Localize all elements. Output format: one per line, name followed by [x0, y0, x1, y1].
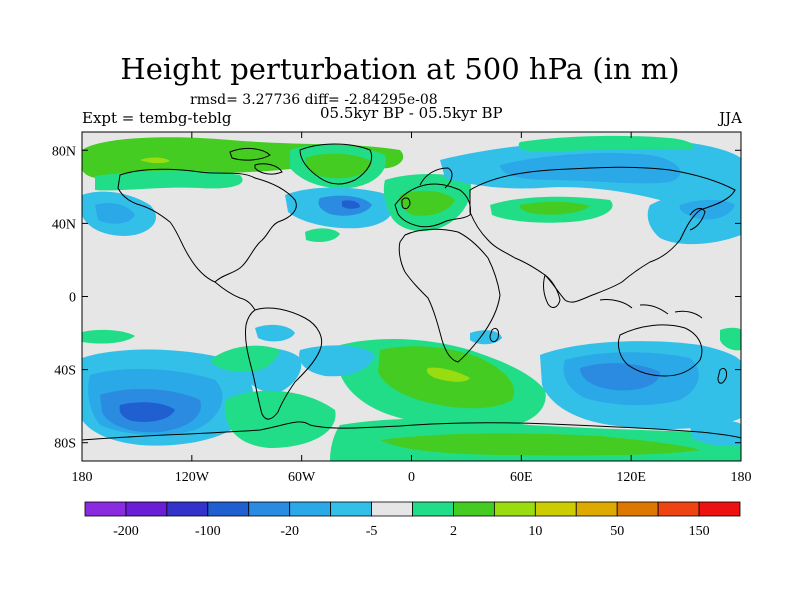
coast-north-america	[117, 168, 297, 283]
coast-indonesia	[599, 299, 703, 319]
colorbar-swatch	[453, 501, 495, 517]
north-atlantic-core	[342, 200, 360, 209]
colorbar-swatch	[125, 501, 168, 517]
west-pacific-green	[82, 329, 135, 344]
coast-scandinavia	[419, 167, 453, 189]
lon-tick-label: 60E	[510, 470, 533, 485]
europe-core	[399, 190, 455, 216]
experiment-label: Expt = tembg-teblg	[82, 109, 232, 127]
arctic-greenish	[95, 170, 243, 191]
north-pacific-west-core	[95, 203, 135, 224]
lon-tick-label: 120E	[616, 470, 646, 485]
colorbar-label: 50	[610, 524, 624, 539]
colorbar-swatch	[575, 501, 618, 517]
colorbar-label: -100	[195, 524, 221, 539]
colorbar-label: -200	[113, 524, 139, 539]
nw-atlantic-green	[305, 228, 340, 242]
coast-asia	[469, 166, 736, 303]
south-pacific-core	[119, 402, 175, 422]
south-indian-blue	[580, 363, 660, 391]
colorbar-swatch	[84, 501, 127, 517]
antarctic-core	[380, 433, 700, 456]
siberia-green-top	[518, 135, 694, 152]
coastlines	[82, 143, 741, 441]
coast-central-america	[214, 281, 256, 311]
colorbar-swatch	[166, 501, 209, 517]
coast-arctic-islands	[229, 147, 283, 175]
colorbar-swatch	[371, 501, 413, 517]
lon-tick-label: 0	[408, 470, 415, 485]
colorbar: -200 -100 -20 -5 2 10 50 150	[84, 501, 741, 539]
south-america-cyan	[255, 324, 295, 342]
colorbar-swatch	[330, 501, 372, 517]
colorbar-swatch	[289, 501, 332, 517]
colorbar-label: -20	[280, 524, 299, 539]
central-asia-core	[519, 201, 590, 215]
lon-tick-label: 60W	[288, 470, 316, 485]
coast-greenland	[299, 143, 373, 185]
colorbar-swatch	[698, 501, 741, 517]
colorbar-swatch	[248, 501, 291, 517]
greenland-core	[305, 153, 372, 179]
coast-europe	[394, 183, 471, 228]
coast-new-zealand	[717, 367, 727, 384]
lat-tick-label: 40N	[52, 217, 76, 232]
coast-south-america	[245, 307, 323, 420]
lat-tick-label: 80N	[52, 144, 76, 159]
coast-antarctica	[82, 421, 741, 441]
lat-tick-label: 80S	[54, 437, 76, 452]
latitude-axis: 80N 40N 0 40S 80S	[52, 144, 741, 452]
south-pacific-green	[210, 345, 280, 372]
rmsd-stats: rmsd= 3.27736 diff= -2.84295e-08	[190, 92, 438, 108]
colorbar-swatch	[412, 501, 454, 517]
colorbar-label: 150	[689, 524, 710, 539]
lat-tick-label: 0	[69, 291, 76, 306]
lon-tick-label: 180	[72, 470, 93, 485]
period-label: 05.5kyr BP - 05.5kyr BP	[320, 104, 503, 122]
coast-australia	[617, 324, 703, 377]
plot-title: Height perturbation at 500 hPa (in m)	[120, 52, 680, 86]
coast-india	[543, 274, 561, 308]
lon-tick-label: 180	[731, 470, 752, 485]
arctic-core-yellow	[140, 157, 170, 164]
lat-tick-label: 40S	[54, 364, 76, 379]
south-america-south-green-2	[224, 390, 336, 448]
colorbar-label: 10	[528, 524, 542, 539]
north-pacific-east-core	[679, 199, 735, 220]
colorbar-swatch	[616, 501, 659, 517]
longitude-axis: 180 120W 60W 0 60E 120E 180	[72, 132, 752, 485]
colorbar-label: 2	[450, 524, 457, 539]
lon-tick-label: 120W	[175, 470, 210, 485]
coast-madagascar	[489, 327, 499, 343]
colorbar-swatch	[657, 501, 700, 517]
south-atlantic-yellow	[426, 367, 470, 382]
contour-fields	[82, 135, 741, 461]
colorbar-swatch	[534, 501, 577, 517]
colorbar-swatch	[207, 501, 250, 517]
season-label: JJA	[719, 109, 742, 127]
colorbar-label: -5	[366, 524, 378, 539]
coast-africa	[398, 228, 501, 363]
coast-japan	[689, 207, 706, 231]
colorbar-swatch	[493, 501, 536, 517]
australia-east-green	[720, 327, 741, 351]
coast-british-isles	[401, 197, 411, 210]
